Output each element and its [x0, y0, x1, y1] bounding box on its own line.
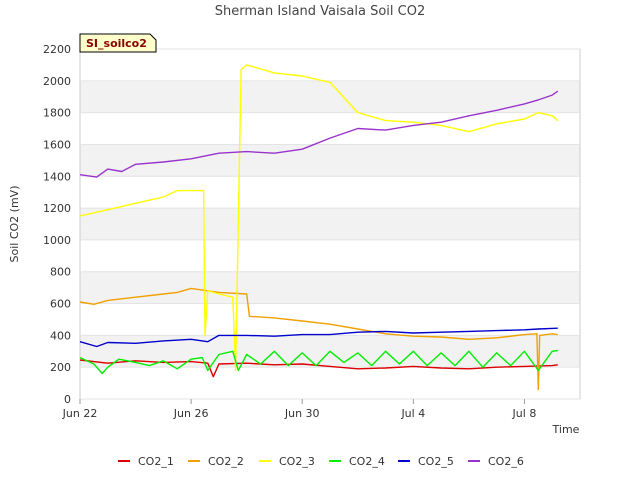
x-axis-label: Time [552, 423, 580, 436]
y-tick-label: 600 [50, 298, 71, 311]
grid-bands [80, 80, 580, 368]
x-tick-label: Jun 26 [173, 407, 209, 420]
series-badge: SI_soilco2 [79, 33, 157, 53]
chart-title: Sherman Island Vaisala Soil CO2 [215, 4, 425, 19]
y-tick-label: 2000 [43, 75, 71, 88]
series-lines [79, 64, 559, 391]
legend-item-co2-5[interactable]: CO2_5 [398, 455, 454, 468]
badge-label: SI_soilco2 [86, 37, 147, 50]
y-tick-label: 400 [50, 329, 71, 342]
series-line-co2-4 [79, 349, 558, 375]
y-tick-label: 200 [50, 361, 71, 374]
y-tick-label: 0 [64, 393, 71, 406]
series-line-co2-6 [79, 90, 559, 178]
y-tick-label: 2200 [43, 43, 71, 56]
legend-item-co2-2[interactable]: CO2_2 [188, 455, 244, 468]
series-line-co2-2 [79, 287, 558, 391]
legend-item-co2-1[interactable]: CO2_1 [118, 455, 174, 468]
legend-label: CO2_2 [208, 455, 244, 468]
legend-label: CO2_6 [488, 455, 524, 468]
legend-label: CO2_5 [418, 455, 454, 468]
y-axis-ticks: 0 200 400 600 800 1000 1200 1400 1600 1800 2000 220… [43, 43, 580, 406]
legend-item-co2-6[interactable]: CO2_6 [468, 455, 524, 468]
y-tick-label: 800 [50, 266, 71, 279]
x-tick-label: Jul 4 [400, 407, 425, 420]
y-axis-label: Soil CO2 (mV) [8, 186, 21, 263]
y-tick-label: 1200 [43, 202, 71, 215]
legend: CO2_1 CO2_2 CO2_3 CO2_4 CO2_5 CO2_6 [118, 455, 524, 468]
y-tick-label: 1600 [43, 138, 71, 151]
series-line-co2-1 [79, 359, 558, 378]
series-line-co2-5 [79, 327, 558, 348]
x-axis-ticks: Jun 22 Jun 26 Jun 30 Jul 4 Jul 8 [62, 399, 537, 420]
grid-band [80, 271, 580, 304]
legend-label: CO2_1 [138, 455, 174, 468]
series-line-co2-3 [79, 64, 559, 372]
grid-band [80, 80, 580, 113]
legend-label: CO2_3 [279, 455, 315, 468]
x-tick-label: Jul 8 [512, 407, 537, 420]
x-tick-label: Jun 22 [62, 407, 98, 420]
y-tick-label: 1000 [43, 234, 71, 247]
y-tick-label: 1800 [43, 107, 71, 120]
y-tick-label: 1400 [43, 170, 71, 183]
x-tick-label: Jun 30 [284, 407, 320, 420]
legend-item-co2-3[interactable]: CO2_3 [259, 455, 315, 468]
grid-band [80, 208, 580, 240]
legend-label: CO2_4 [349, 455, 385, 468]
legend-item-co2-4[interactable]: CO2_4 [329, 455, 385, 468]
grid-band [80, 144, 580, 177]
